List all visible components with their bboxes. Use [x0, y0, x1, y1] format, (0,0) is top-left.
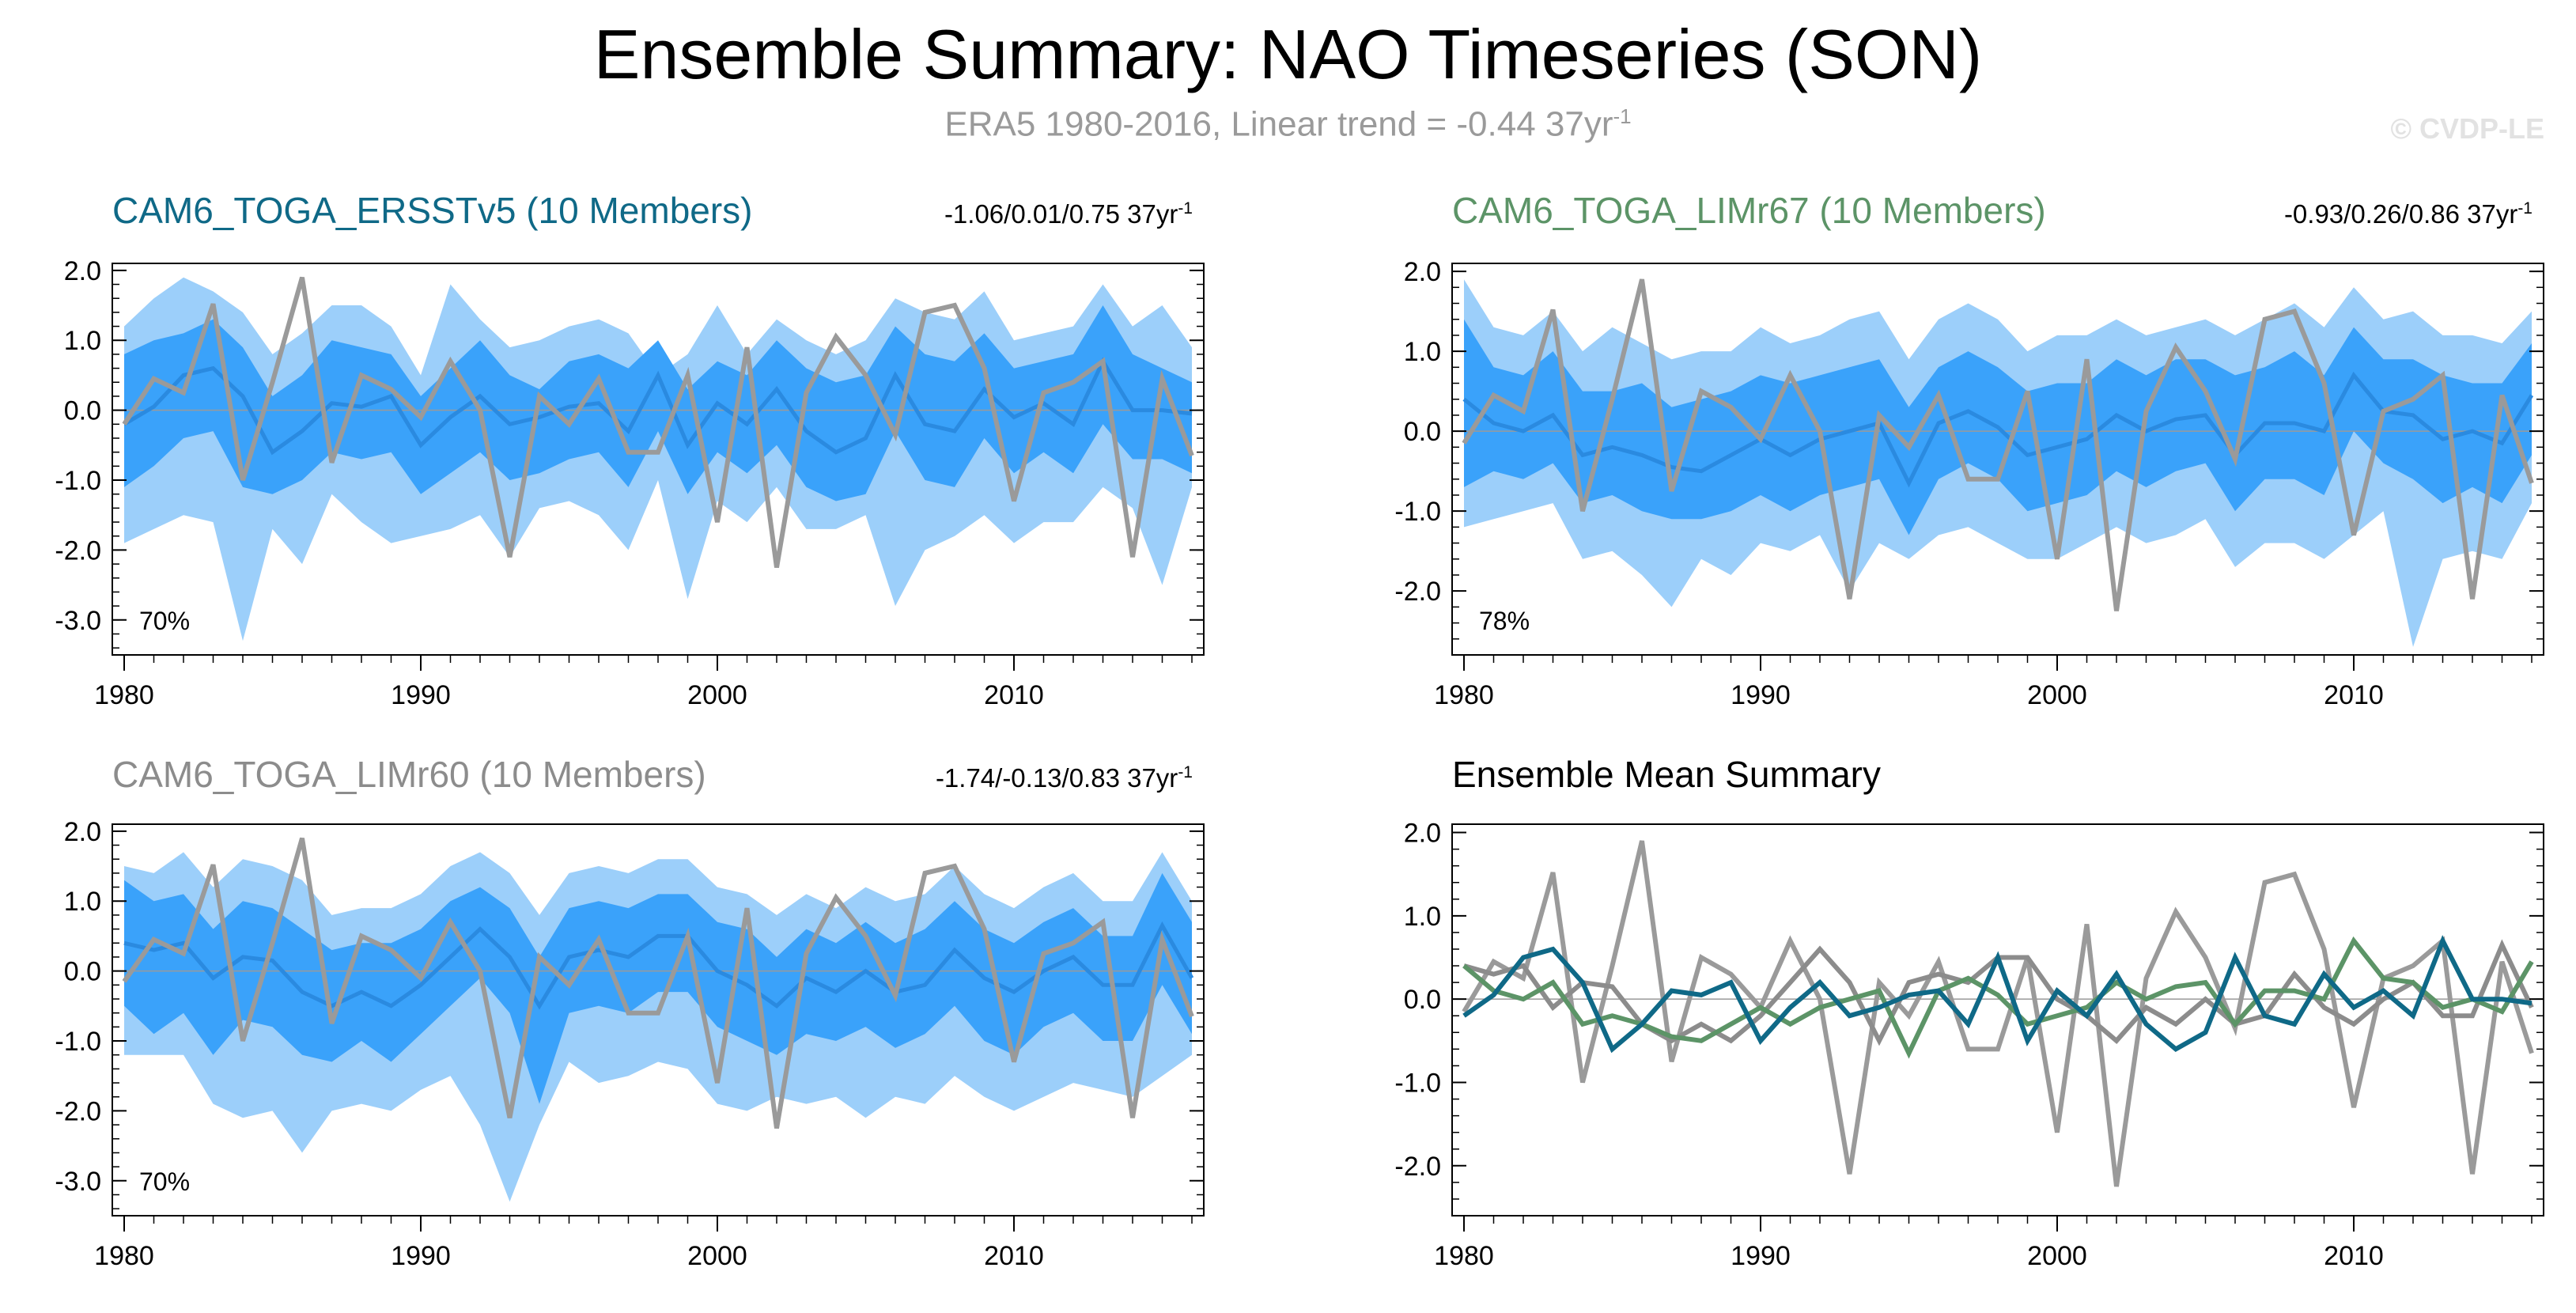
panel-stat: -0.93/0.26/0.86 37yr-1: [2284, 199, 2532, 229]
x-tick-label: 2000: [687, 1241, 747, 1271]
series-line-era5: [122, 276, 1194, 569]
x-tick-label: 2010: [984, 680, 1044, 710]
y-tick-label: 1.0: [1404, 337, 1441, 367]
y-tick-label: -1.0: [55, 466, 101, 496]
x-tick-label: 2010: [984, 1241, 1044, 1271]
x-tick-label: 2000: [2027, 1241, 2087, 1271]
subtitle-text: ERA5 1980-2016, Linear trend = -0.44 37y…: [944, 104, 1613, 144]
y-tick-label: -2.0: [1394, 577, 1441, 607]
series-line-era5: [1462, 840, 2534, 1187]
y-tick-label: 0.0: [1404, 417, 1441, 447]
panel-limr60: CAM6_TOGA_LIMr60 (10 Members) -1.74/-0.13…: [55, 754, 1205, 1271]
panel-title: Ensemble Mean Summary: [1452, 754, 1881, 795]
panel-stat-superscript: -1: [1178, 199, 1193, 218]
panel-stat-superscript: -1: [2517, 199, 2532, 218]
percent-label: 78%: [1479, 607, 1530, 635]
y-tick-label: 1.0: [1404, 902, 1441, 932]
panel-stat-superscript: -1: [1178, 763, 1193, 781]
y-tick-label: -3.0: [55, 606, 101, 636]
x-tick-label: 1980: [94, 680, 154, 710]
x-tick-label: 1990: [391, 680, 451, 710]
plot-frame: [1451, 823, 2544, 1217]
panel-stat-text: -0.93/0.26/0.86 37yr: [2284, 199, 2517, 229]
x-tick-label: 1980: [1434, 1241, 1494, 1271]
y-tick-label: 2.0: [64, 817, 101, 847]
percent-label: 70%: [139, 1167, 190, 1196]
panel-title: CAM6_TOGA_LIMr67 (10 Members): [1452, 190, 2046, 231]
figure-title: Ensemble Summary: NAO Timeseries (SON): [593, 15, 1983, 93]
x-tick-label: 1990: [1731, 680, 1791, 710]
y-tick-label: 1.0: [64, 887, 101, 917]
y-tick-label: 0.0: [1404, 985, 1441, 1015]
percent-label: 70%: [139, 607, 190, 635]
x-tick-label: 1980: [1434, 680, 1494, 710]
y-tick-label: -1.0: [55, 1027, 101, 1057]
panel-stat: -1.74/-0.13/0.83 37yr-1: [936, 763, 1193, 793]
x-tick-label: 1980: [94, 1241, 154, 1271]
series-line-era5: [1462, 278, 2534, 611]
y-tick-label: -2.0: [55, 535, 101, 566]
x-tick-label: 1990: [391, 1241, 451, 1271]
series-line-cam6-toga-ersstv5: [1462, 935, 2532, 1054]
y-tick-label: 1.0: [64, 326, 101, 356]
series-line-ensemble-mean: [123, 921, 1194, 1010]
x-tick-label: 2010: [2324, 1241, 2384, 1271]
y-tick-label: 2.0: [1404, 819, 1441, 849]
x-tick-label: 1990: [1731, 1241, 1791, 1271]
x-tick-label: 2010: [2324, 680, 2384, 710]
panel-title: CAM6_TOGA_ERSSTv5 (10 Members): [112, 190, 753, 231]
figure-subtitle: ERA5 1980-2016, Linear trend = -0.44 37y…: [0, 104, 2576, 145]
panel-stat-text: -1.06/0.01/0.75 37yr: [944, 199, 1178, 229]
subtitle-superscript: -1: [1613, 104, 1632, 128]
cvdp-watermark: © CVDP-LE: [2390, 112, 2544, 145]
series-line-era5: [122, 837, 1194, 1129]
y-tick-label: -1.0: [1394, 1068, 1441, 1098]
inner-band: [124, 305, 1192, 501]
x-tick-label: 2000: [2027, 680, 2087, 710]
panel-ensmean: Ensemble Mean Summary 2.0 1.0 0.0 -1.0 -2.0 19…: [1394, 754, 2544, 1271]
series-line-ensemble-mean: [1462, 371, 2534, 488]
y-tick-label: -2.0: [55, 1096, 101, 1126]
y-tick-label: 2.0: [1404, 257, 1441, 287]
series-line-ensemble-mean: [123, 357, 1193, 456]
y-tick-label: 2.0: [64, 256, 101, 286]
y-tick-label: 0.0: [64, 396, 101, 426]
inner-band: [124, 872, 1192, 1104]
panel-stat: -1.06/0.01/0.75 37yr-1: [944, 199, 1193, 229]
y-tick-label: -1.0: [1394, 497, 1441, 527]
y-tick-label: 0.0: [64, 957, 101, 987]
y-tick-label: -3.0: [55, 1167, 101, 1197]
panel-erssv5: CAM6_TOGA_ERSSTv5 (10 Members) -1.06/0.01…: [55, 190, 1205, 710]
panel-title: CAM6_TOGA_LIMr60 (10 Members): [112, 754, 706, 795]
x-tick-label: 2000: [687, 680, 747, 710]
panel-limr67: CAM6_TOGA_LIMr67 (10 Members) -0.93/0.26/…: [1394, 190, 2544, 710]
panel-stat-text: -1.74/-0.13/0.83 37yr: [936, 763, 1178, 793]
y-tick-label: -2.0: [1394, 1152, 1441, 1182]
